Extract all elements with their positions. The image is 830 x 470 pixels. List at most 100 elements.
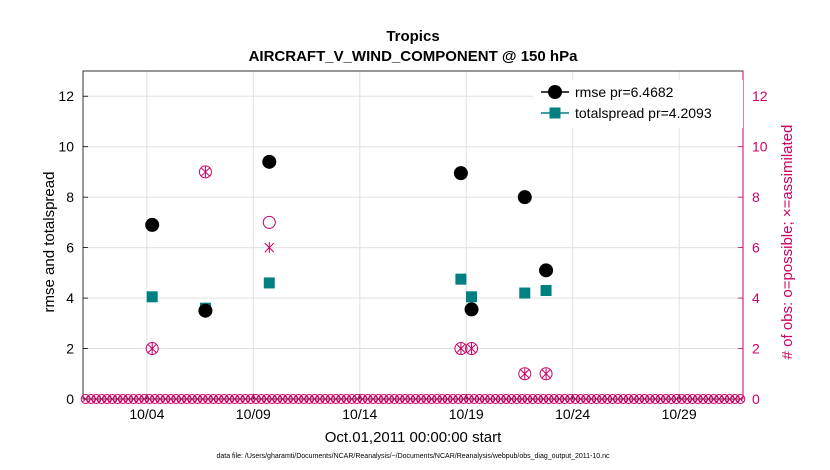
y-tick-label: 8	[66, 189, 74, 205]
obs-assimilated-zero-marker	[412, 395, 420, 403]
obs-possible-zero-marker	[107, 394, 118, 404]
obs-possible-zero-marker	[187, 394, 198, 404]
obs-possible-zero-marker	[506, 394, 517, 404]
y2-axis-label: # of obs: o=possible; ×=assimilated	[779, 125, 796, 360]
obs-possible-zero-marker	[245, 394, 256, 404]
obs-possible-zero-marker	[517, 394, 528, 404]
obs-assimilated-zero-marker	[316, 395, 324, 403]
obs-assimilated-zero-marker	[193, 395, 201, 403]
obs-assimilated-zero-marker	[199, 395, 207, 403]
obs-possible-zero-marker	[240, 394, 251, 404]
obs-assimilated-zero-marker	[518, 395, 526, 403]
totalspread-point	[263, 277, 275, 289]
obs-possible-zero-marker	[495, 394, 506, 404]
obs-possible-zero-marker	[612, 394, 623, 404]
obs-possible-zero-marker	[490, 394, 501, 404]
obs-possible-zero-marker	[437, 394, 448, 404]
obs-possible-zero-marker	[165, 394, 176, 404]
obs-assimilated-zero-marker	[247, 395, 255, 403]
obs-possible-zero-marker	[256, 394, 267, 404]
obs-assimilated-zero-marker	[236, 395, 244, 403]
obs-assimilated-zero-marker	[108, 395, 116, 403]
obs-possible-zero-marker	[144, 394, 155, 404]
obs-possible-zero-marker	[628, 394, 639, 404]
obs-possible-zero-marker	[352, 394, 363, 404]
rmse-point	[464, 302, 479, 317]
legend-rmse-label: rmse pr=6.4682	[575, 84, 674, 100]
obs-possible-zero-marker	[533, 394, 544, 404]
obs-assimilated-zero-marker	[241, 395, 249, 403]
obs-possible-zero-marker	[229, 394, 240, 404]
obs-assimilated-zero-marker	[215, 395, 223, 403]
obs-possible-marker	[539, 367, 553, 381]
obs-assimilated-zero-marker	[161, 395, 170, 403]
obs-assimilated-zero-marker	[683, 395, 691, 403]
obs-assimilated-zero-marker	[635, 395, 643, 403]
obs-assimilated-zero-marker	[98, 395, 106, 403]
obs-possible-zero-marker	[330, 394, 341, 404]
obs-possible-zero-marker	[410, 394, 421, 404]
obs-assimilated-zero-marker	[140, 395, 148, 403]
obs-possible-zero-marker	[714, 394, 725, 404]
obs-assimilated-zero-marker	[390, 395, 398, 403]
totalspread-point	[466, 291, 478, 303]
obs-assimilated-zero-marker	[225, 395, 233, 403]
obs-possible-zero-marker	[405, 394, 416, 404]
obs-assimilated-zero-marker	[326, 395, 335, 403]
obs-possible-zero-marker	[549, 394, 560, 404]
obs-possible-zero-marker	[527, 394, 538, 404]
obs-assimilated-zero-marker	[662, 395, 670, 403]
y-tick-label: 0	[66, 391, 74, 407]
chart-subtitle: AIRCRAFT_V_WIND_COMPONENT @ 150 hPa	[249, 48, 579, 65]
obs-assimilated-zero-marker	[92, 395, 100, 403]
obs-possible-zero-marker	[362, 394, 373, 404]
obs-assimilated-zero-marker	[231, 395, 239, 403]
obs-assimilated-zero-marker	[177, 395, 186, 403]
rmse-point	[145, 217, 160, 232]
obs-possible-zero-marker	[730, 394, 741, 404]
obs-assimilated-zero-marker	[321, 395, 329, 403]
obs-possible-zero-marker	[219, 394, 230, 404]
obs-possible-marker	[262, 215, 276, 229]
obs-assimilated-zero-marker	[603, 395, 611, 403]
obs-assimilated-zero-marker	[694, 395, 702, 403]
obs-possible-zero-marker	[384, 394, 395, 404]
y2-tick-label: 8	[752, 189, 760, 205]
obs-possible-zero-marker	[261, 394, 272, 404]
obs-possible-zero-marker	[368, 394, 379, 404]
obs-possible-zero-marker	[554, 394, 565, 404]
obs-assimilated-zero-marker	[310, 395, 319, 403]
obs-possible-zero-marker	[719, 394, 730, 404]
obs-assimilated-zero-marker	[481, 395, 489, 403]
obs-assimilated-marker	[147, 343, 158, 355]
legend-totalspread-label: totalspread pr=4.2093	[575, 105, 712, 121]
obs-possible-zero-marker	[485, 394, 496, 404]
obs-assimilated-marker	[519, 368, 530, 380]
obs-assimilated-zero-marker	[651, 395, 659, 403]
obs-possible-zero-marker	[357, 394, 368, 404]
obs-assimilated-zero-marker	[369, 395, 377, 403]
obs-assimilated-zero-marker	[555, 395, 563, 403]
obs-assimilated-zero-marker	[726, 395, 734, 403]
y2-tick-label: 4	[752, 290, 760, 306]
obs-possible-zero-marker	[149, 394, 160, 404]
obs-assimilated-zero-marker	[470, 395, 478, 403]
obs-possible-zero-marker	[565, 394, 576, 404]
obs-assimilated-zero-marker	[534, 395, 542, 403]
obs-possible-zero-marker	[453, 394, 464, 404]
obs-assimilated-zero-marker	[710, 395, 718, 403]
obs-assimilated-zero-marker	[513, 395, 521, 403]
obs-possible-zero-marker	[559, 394, 570, 404]
obs-assimilated-zero-marker	[625, 395, 633, 403]
obs-possible-zero-marker	[676, 394, 687, 404]
obs-assimilated-zero-marker	[257, 395, 265, 403]
obs-assimilated-zero-marker	[295, 395, 303, 403]
obs-assimilated-zero-marker	[273, 395, 281, 403]
obs-assimilated-zero-marker	[406, 395, 414, 403]
obs-assimilated-zero-marker	[364, 395, 372, 403]
obs-possible-zero-marker	[96, 394, 107, 404]
obs-possible-zero-marker	[128, 394, 139, 404]
rmse-markers	[145, 154, 554, 318]
obs-possible-zero-marker	[85, 394, 96, 404]
obs-possible-zero-marker	[501, 394, 512, 404]
